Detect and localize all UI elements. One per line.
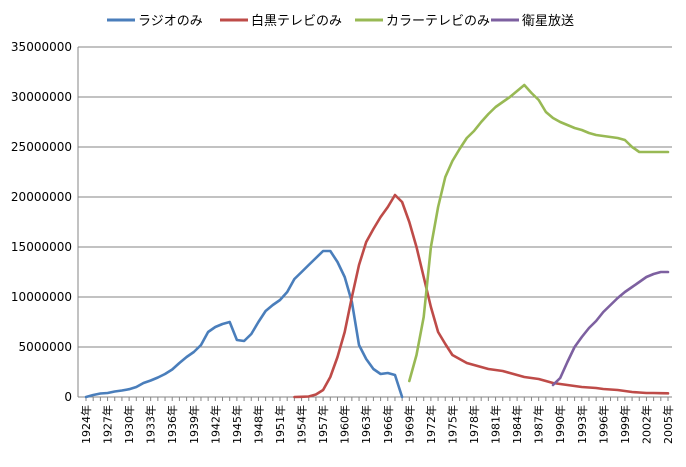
x-tick-label: 1987年 [532,405,546,444]
legend-label: 衛星放送 [522,14,574,29]
x-tick-label: 1960年 [338,405,352,444]
x-tick-label: 1990年 [553,405,567,444]
series-line-3 [407,83,670,383]
legend-label: 白黒テレビのみ [251,13,342,29]
y-tick-label: 15000000 [11,240,72,254]
x-tick-label: 1951年 [273,405,287,444]
x-tick-label: 1933年 [144,405,158,444]
y-tick-label: 25000000 [11,140,72,154]
x-tick-label: 1930年 [122,405,136,444]
gridlines [78,46,672,398]
x-tick-label: 1969年 [402,405,416,444]
series-line-1 [84,249,404,399]
series-line-2 [293,193,670,399]
legend: ラジオのみ 白黒テレビのみ カラーテレビのみ 衛星放送 [107,13,574,29]
x-tick-label: 1945年 [230,405,244,444]
y-tick-label: 20000000 [11,190,72,204]
legend-label: ラジオのみ [138,14,203,29]
y-tick-label: 30000000 [11,90,72,104]
x-tick-label: 1978年 [467,405,481,444]
x-tick-label: 1975年 [445,405,459,444]
y-axis: 0 5000000 10000000 15000000 20000000 25000000… [11,40,79,404]
y-tick-label: 35000000 [11,40,72,54]
x-tick-label: 1999年 [618,405,632,444]
x-tick-label: 1966年 [381,405,395,444]
x-tick-label: 1924年 [79,405,93,444]
x-tick-label: 2005年 [661,405,675,444]
legend-label: カラーテレビのみ [386,14,490,29]
y-tick-label: 10000000 [11,290,72,304]
x-tick-label: 1993年 [575,405,589,444]
x-axis: 1924年 1927年 1930年 1933年 1936年 1939年 1942年 1945年… [79,397,675,444]
x-tick-label: 1957年 [316,405,330,444]
x-tick-label: 1936年 [165,405,179,444]
x-tick-label: 1942年 [208,405,222,444]
x-tick-label: 1927年 [101,405,115,444]
x-tick-label: 1948年 [251,405,265,444]
y-tick-label: 0 [64,390,72,404]
x-tick-label: 2002年 [639,405,653,444]
x-tick-label: 1981年 [489,405,503,444]
x-tick-label: 1939年 [187,405,201,444]
series-lines [84,83,670,399]
x-tick-label: 1963年 [359,405,373,444]
x-tick-label: 1984年 [510,405,524,444]
series-line-4 [551,270,670,387]
x-tick-label: 1954年 [295,405,309,444]
y-tick-label: 5000000 [19,340,72,354]
x-tick-label: 1996年 [596,405,610,444]
x-tick-label: 1972年 [424,405,438,444]
